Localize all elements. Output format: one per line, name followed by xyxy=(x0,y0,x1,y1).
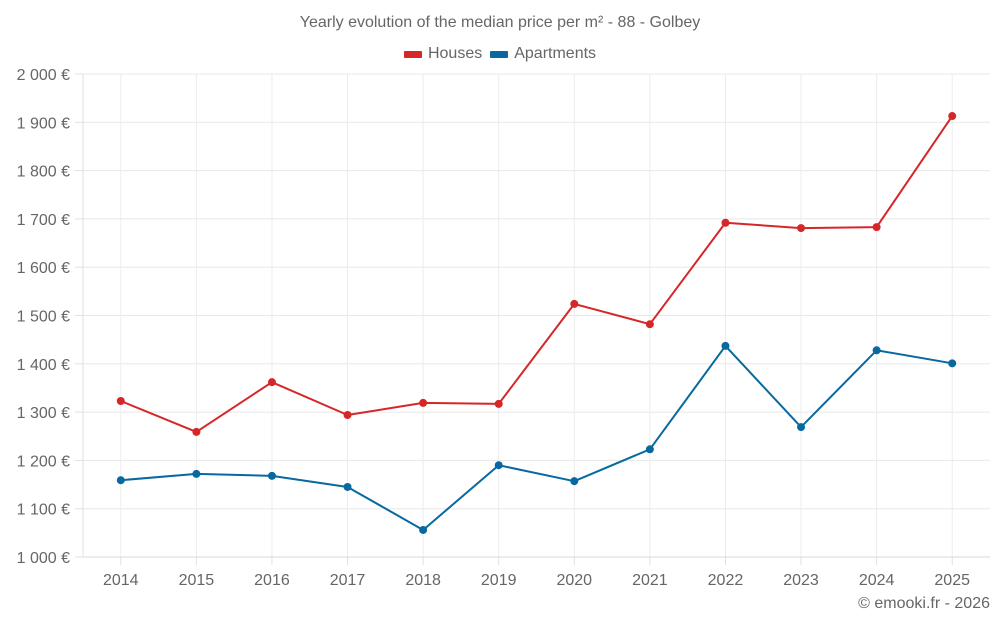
x-tick-label: 2018 xyxy=(405,572,441,589)
y-tick-label: 1 100 € xyxy=(17,502,70,519)
x-tick-label: 2015 xyxy=(179,572,215,589)
data-point-houses xyxy=(721,218,730,227)
data-point-apartments xyxy=(570,477,579,486)
y-tick-label: 1 000 € xyxy=(17,550,70,567)
data-point-apartments xyxy=(721,341,730,350)
series-line-houses xyxy=(120,115,954,433)
data-point-houses xyxy=(419,398,428,407)
legend-swatch-houses xyxy=(403,50,422,58)
data-point-apartments xyxy=(494,461,503,470)
y-tick-label: 1 800 € xyxy=(17,164,70,181)
y-tick-label: 1 900 € xyxy=(17,115,70,132)
x-tick-label: 2020 xyxy=(556,572,592,589)
data-point-apartments xyxy=(192,469,201,478)
legend-swatch-apartments xyxy=(490,50,509,58)
legend-item-houses[interactable]: Houses xyxy=(403,45,483,63)
x-tick-label: 2017 xyxy=(330,572,366,589)
data-point-houses xyxy=(570,299,579,308)
x-tick-label: 2025 xyxy=(934,572,970,589)
legend-label-houses: Houses xyxy=(427,45,483,62)
y-tick-label: 1 600 € xyxy=(17,260,70,277)
data-point-houses xyxy=(948,112,957,121)
data-point-apartments xyxy=(948,359,957,368)
data-point-houses xyxy=(116,396,125,405)
data-point-houses xyxy=(645,320,654,329)
data-point-houses xyxy=(343,410,352,419)
copyright-credit: © emooki.fr - 2026 xyxy=(858,595,990,612)
x-tick-label: 2024 xyxy=(859,572,895,589)
y-tick-label: 2 000 € xyxy=(17,67,70,84)
x-tick-label: 2022 xyxy=(708,572,744,589)
data-point-houses xyxy=(872,223,881,232)
data-point-houses xyxy=(267,378,276,387)
data-point-apartments xyxy=(645,445,654,454)
y-tick-label: 1 400 € xyxy=(17,357,70,374)
data-point-apartments xyxy=(419,525,428,534)
y-tick-label: 1 500 € xyxy=(17,309,70,326)
x-tick-label: 2016 xyxy=(254,572,290,589)
data-point-apartments xyxy=(343,482,352,491)
x-tick-label: 2014 xyxy=(103,572,139,589)
y-tick-label: 1 300 € xyxy=(17,405,70,422)
x-tick-label: 2021 xyxy=(632,572,668,589)
data-point-houses xyxy=(494,399,503,408)
y-tick-label: 1 200 € xyxy=(17,453,70,470)
data-point-apartments xyxy=(116,476,125,485)
data-point-houses xyxy=(192,427,201,436)
data-point-apartments xyxy=(872,346,881,355)
legend-item-apartments[interactable]: Apartments xyxy=(490,45,596,63)
legend-label-apartments: Apartments xyxy=(514,45,597,62)
y-tick-label: 1 700 € xyxy=(17,212,70,229)
series-line-apartments xyxy=(120,344,953,531)
x-tick-label: 2023 xyxy=(783,572,819,589)
chart-title: Yearly evolution of the median price per… xyxy=(299,14,701,31)
x-tick-label: 2019 xyxy=(481,572,517,589)
data-point-houses xyxy=(797,224,806,233)
chart-legend: Houses Apartments xyxy=(0,45,1000,63)
data-point-apartments xyxy=(797,423,806,432)
data-point-apartments xyxy=(267,471,276,480)
